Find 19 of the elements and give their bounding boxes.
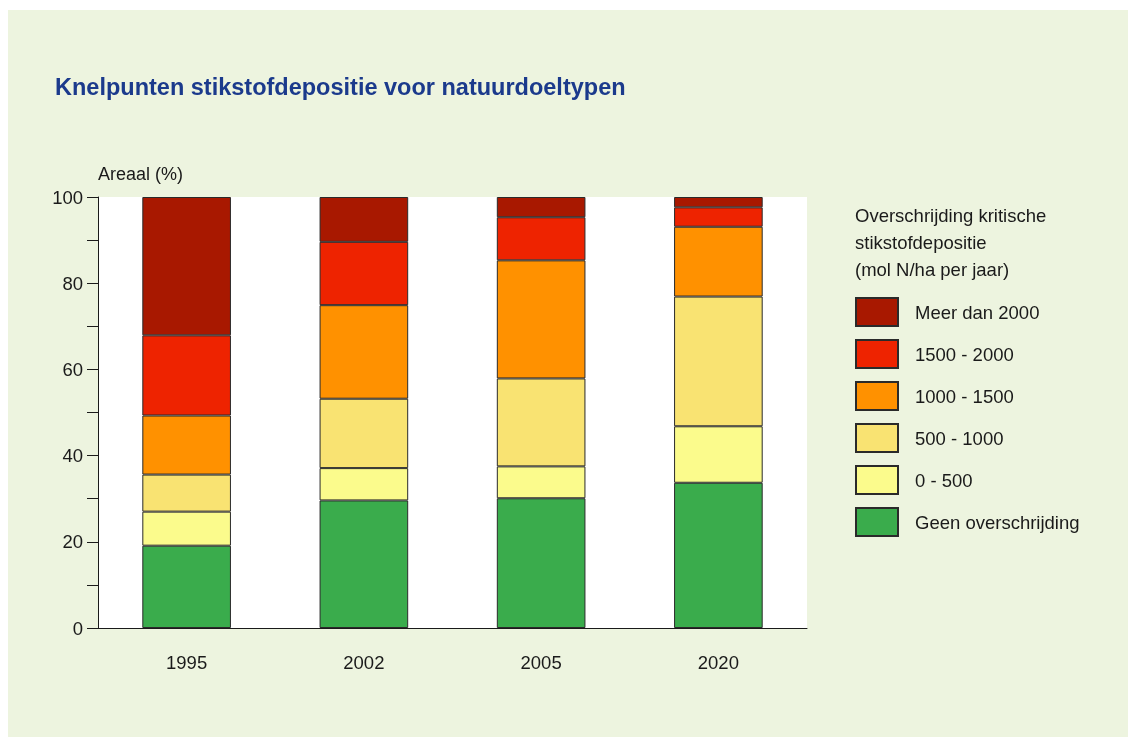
y-tick-label: 80 (62, 272, 83, 294)
legend-label: 1500 - 2000 (915, 343, 1014, 365)
y-tick-label: 60 (62, 358, 83, 380)
y-axis-title: Areaal (%) (98, 164, 184, 184)
x-tick-label: 2002 (343, 652, 385, 673)
legend-label: 0 - 500 (915, 469, 973, 491)
legend-label: Meer dan 2000 (915, 301, 1040, 323)
legend-title: Overschrijding kritische stikstofdepositie (mol N/ha per jaar) (855, 205, 1052, 280)
y-tick-label: 0 (72, 617, 83, 639)
legend-label: Geen overschrijding (915, 511, 1080, 533)
chart-title: Knelpunten stikstofdepositie voor natuurdoeltypen (55, 74, 626, 100)
x-tick-label: 2020 (697, 652, 739, 673)
legend-label: 500 - 1000 (915, 427, 1004, 449)
y-tick-label: 20 (62, 531, 83, 553)
y-tick-label: 100 (52, 186, 83, 208)
legend-label: 1000 - 1500 (915, 385, 1014, 407)
x-tick-label: 2005 (520, 652, 562, 673)
y-tick-label: 40 (62, 445, 83, 467)
x-tick-label: 1995 (166, 652, 208, 673)
